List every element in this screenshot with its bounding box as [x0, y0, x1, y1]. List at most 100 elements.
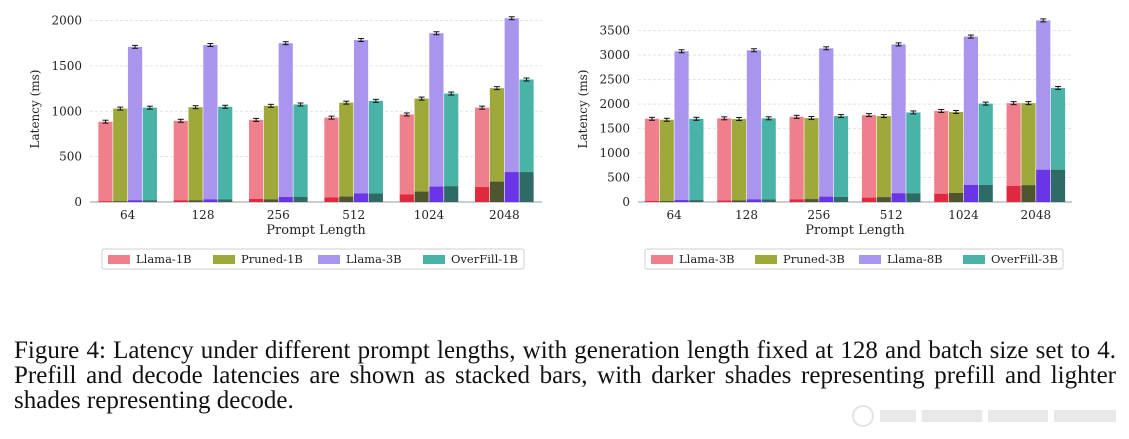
bar-decode — [218, 106, 233, 200]
chart-right-3b-models: 0 500 1000 1500 2000 2500 3000 3500 64 128 256 512 1… — [576, 18, 1072, 270]
bar-prefill — [963, 184, 978, 202]
bar-decode — [414, 98, 429, 192]
bar-prefill — [444, 186, 459, 202]
bar-prefill — [293, 197, 308, 202]
bar-prefill — [173, 200, 188, 202]
x-tick-label: 512 — [342, 208, 365, 222]
bar-decode — [188, 107, 203, 201]
x-tick-label: 2048 — [1021, 208, 1052, 222]
bar-prefill — [746, 199, 761, 202]
bar-prefill — [353, 193, 369, 202]
bar-decode — [1021, 103, 1036, 186]
legend-swatch — [318, 255, 340, 264]
bar-prefill — [399, 194, 414, 202]
bar-decode — [659, 119, 674, 202]
bar-prefill — [1050, 169, 1066, 202]
bar-prefill — [804, 199, 819, 202]
x-tick-label: 1024 — [414, 208, 445, 222]
legend-label: OverFill-1B — [451, 252, 518, 266]
legend-swatch — [859, 255, 881, 264]
bar-decode — [746, 50, 761, 200]
bar-decode — [399, 114, 414, 195]
bar-decode — [861, 115, 877, 198]
bar-decode — [717, 118, 732, 201]
bar-prefill — [717, 200, 732, 202]
bar-decode — [644, 118, 660, 202]
x-tick-label: 128 — [192, 208, 215, 222]
y-tick-label: 1000 — [51, 104, 82, 118]
bar-prefill — [429, 186, 444, 202]
bar-prefill — [906, 193, 921, 202]
bar-prefill — [278, 197, 293, 202]
bar-decode — [689, 118, 704, 201]
bar-decode — [504, 18, 519, 173]
y-tick-label: 0 — [622, 195, 630, 209]
bar-prefill — [98, 201, 113, 202]
legend-label: Llama-3B — [679, 252, 735, 266]
bar-prefill — [861, 197, 877, 202]
x-tick-label: 128 — [735, 208, 758, 222]
bar-decode — [891, 44, 906, 194]
bar-decode — [429, 33, 444, 187]
y-axis-label: Latency (ms) — [28, 70, 42, 149]
bar-decode — [173, 120, 188, 201]
bar-decode — [789, 116, 804, 200]
bar-decode — [293, 104, 308, 198]
x-tick-label: 256 — [267, 208, 290, 222]
bar-prefill — [113, 201, 128, 202]
bar-prefill — [475, 187, 490, 202]
bar-decode — [249, 119, 264, 199]
bar-prefill — [127, 200, 143, 202]
bar-decode — [353, 40, 369, 194]
bar-prefill — [891, 193, 906, 202]
legend-label: Llama-1B — [136, 252, 192, 266]
bar-decode — [963, 36, 978, 185]
legend-label: Pruned-1B — [241, 252, 303, 266]
bar-prefill — [188, 200, 203, 202]
bar-decode — [475, 107, 490, 188]
x-tick-label: 256 — [807, 208, 830, 222]
x-tick-label: 512 — [880, 208, 903, 222]
bar-decode — [978, 103, 993, 185]
bar-prefill — [1006, 185, 1021, 202]
bar-prefill — [689, 200, 704, 202]
bar-prefill — [659, 201, 674, 202]
bar-decode — [1006, 103, 1021, 186]
legend-swatch — [755, 255, 777, 264]
y-tick-label: 0 — [74, 195, 82, 209]
bar-decode — [949, 111, 964, 193]
bar-decode — [674, 51, 689, 201]
y-tick-label: 1000 — [599, 146, 630, 160]
y-tick-label: 500 — [607, 171, 630, 185]
legend-swatch — [963, 255, 985, 264]
y-tick-label: 2500 — [599, 73, 630, 87]
legend-swatch — [423, 255, 445, 264]
bar-prefill — [949, 192, 964, 202]
bar-prefill — [934, 193, 949, 202]
bar-prefill — [203, 199, 218, 202]
bar-prefill — [674, 200, 689, 202]
bar-decode — [324, 117, 339, 198]
x-tick-label: 2048 — [489, 208, 520, 222]
bar-decode — [444, 93, 459, 187]
latency-figure: 0 500 1000 1500 2000 64 128 256 512 1024 2048 Promp… — [28, 14, 1072, 270]
legend-box — [101, 248, 525, 270]
bar-decode — [833, 116, 849, 197]
x-axis-label: Prompt Length — [266, 223, 366, 238]
bar-decode — [819, 48, 834, 197]
legend-label: Pruned-3B — [783, 252, 845, 266]
bar-prefill — [263, 199, 279, 202]
bar-decode — [1036, 20, 1051, 170]
bar-prefill — [324, 197, 339, 202]
bar-prefill — [368, 193, 383, 202]
bar-prefill — [1021, 185, 1036, 202]
watermark-icon — [852, 405, 1116, 427]
x-tick-label: 64 — [120, 208, 136, 222]
bar-prefill — [833, 196, 849, 202]
bar-prefill — [819, 196, 834, 202]
bar-decode — [732, 119, 747, 201]
bar-prefill — [789, 199, 804, 202]
bar-decode — [906, 112, 921, 194]
bar-prefill — [732, 200, 747, 202]
legend-swatch — [651, 255, 673, 264]
